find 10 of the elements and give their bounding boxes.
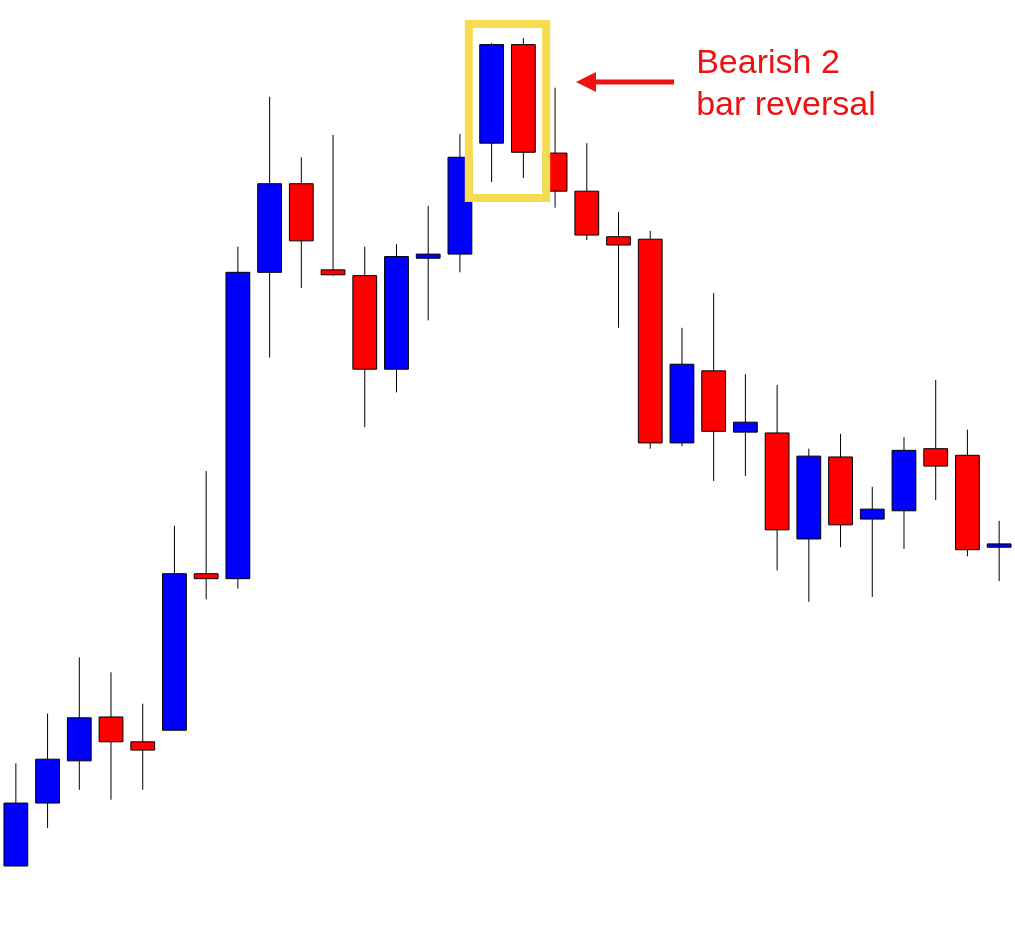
annotation: Bearish 2 bar reversal (696, 42, 876, 122)
candlestick (130, 703, 156, 791)
candlestick (986, 520, 1012, 582)
candlestick (415, 205, 441, 321)
candlestick (923, 379, 949, 501)
candlestick (733, 373, 758, 477)
candlestick (320, 134, 346, 277)
candlestick (859, 486, 885, 598)
candlestick (606, 211, 631, 329)
candlestick (193, 470, 219, 600)
